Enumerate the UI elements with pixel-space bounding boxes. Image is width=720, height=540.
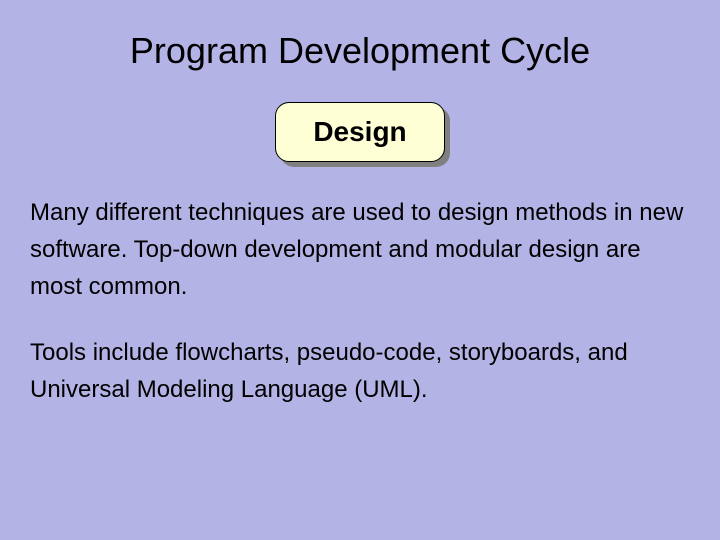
- badge-container: Design: [30, 102, 690, 162]
- page-title: Program Development Cycle: [30, 30, 690, 72]
- body-paragraph-2: Tools include flowcharts, pseudo-code, s…: [30, 334, 690, 408]
- design-badge: Design: [275, 102, 445, 162]
- design-badge-label: Design: [313, 116, 406, 148]
- slide: Program Development Cycle Design Many di…: [0, 0, 720, 540]
- badge-shadow-wrap: Design: [275, 102, 445, 162]
- body-paragraph-1: Many different techniques are used to de…: [30, 194, 690, 306]
